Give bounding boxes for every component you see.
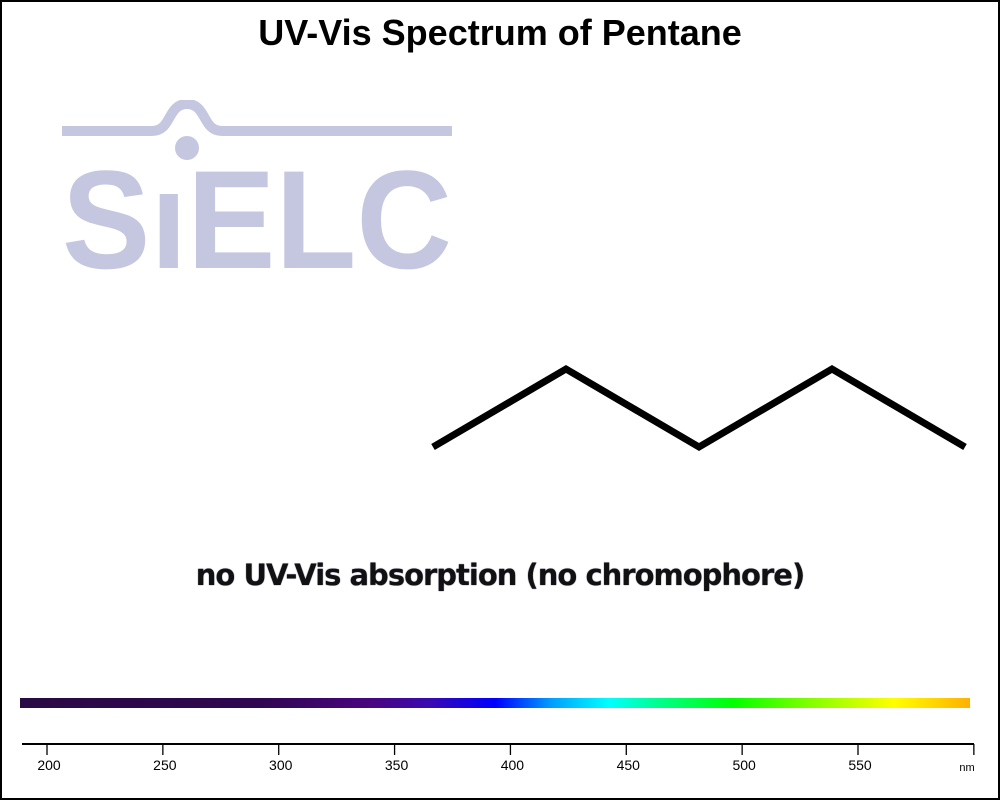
sielc-logo: SıELC	[62, 100, 452, 280]
x-tick-label: 350	[385, 757, 409, 773]
svg-text:SıELC: SıELC	[62, 141, 452, 280]
x-axis: 200 250 300 350 400 450 500 550 nm	[22, 743, 975, 774]
x-tick-label: 450	[617, 757, 641, 773]
x-tick-label: 550	[848, 757, 872, 773]
x-tick-label: 300	[269, 757, 293, 773]
x-tick-label: 200	[37, 757, 61, 773]
x-tick-label: 400	[501, 757, 525, 773]
x-axis-unit-label: nm	[959, 762, 974, 774]
chart-title: UV-Vis Spectrum of Pentane	[258, 12, 742, 53]
x-tick-label: 250	[153, 757, 177, 773]
wavelength-color-bar	[20, 698, 970, 708]
x-tick-label: 500	[732, 757, 756, 773]
no-absorption-annotation: no UV-Vis absorption (no chromophore)	[195, 558, 805, 592]
